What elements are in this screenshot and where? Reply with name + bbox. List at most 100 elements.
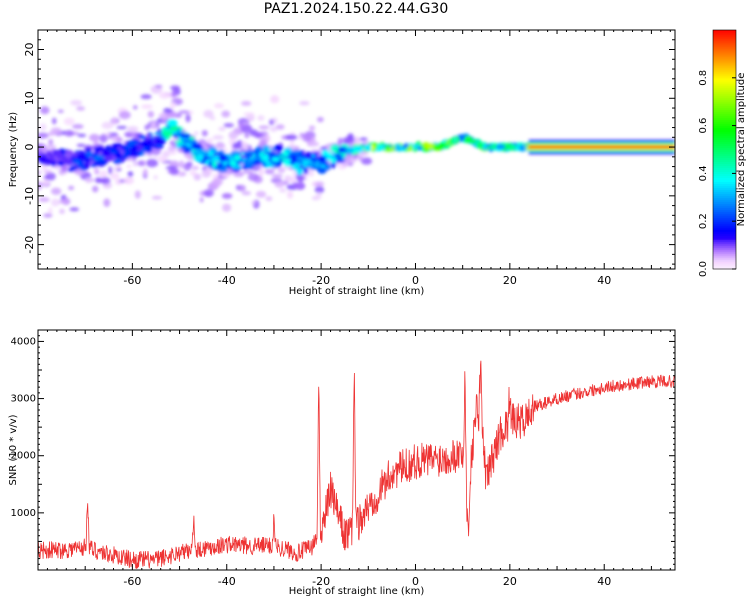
heatmap-cell	[265, 196, 273, 202]
colorbar-segment	[713, 71, 736, 75]
heatmap-cell	[207, 150, 214, 157]
colorbar-frame	[712, 29, 737, 270]
heatmap-cell	[180, 133, 191, 139]
heatmap-cell	[141, 104, 153, 109]
heatmap-cell	[190, 151, 197, 156]
heatmap-cell	[240, 101, 252, 106]
colorbar-segment	[713, 259, 736, 262]
colorbar-segment	[713, 145, 736, 149]
heatmap-cell	[181, 139, 192, 144]
colorbar-segment	[713, 235, 736, 238]
heatmap-cell	[71, 124, 84, 129]
colorbar-segment	[713, 73, 736, 77]
heatmap-cell	[308, 125, 316, 131]
colorbar-segment	[713, 113, 736, 117]
heatmap-cell	[194, 131, 199, 135]
heatmap-cell	[237, 184, 246, 192]
heatmap-cell	[157, 128, 162, 133]
colorbar-segment	[713, 217, 736, 220]
heatmap-cell	[170, 85, 181, 91]
heatmap-cell	[48, 207, 53, 215]
heatmap-cell	[50, 198, 60, 207]
heatmap-cell	[213, 177, 224, 186]
colorbar	[712, 29, 737, 270]
heatmap-cell	[167, 169, 179, 174]
heatmap-cell	[132, 105, 138, 110]
heatmap-cell	[201, 129, 208, 137]
heatmap-cell	[123, 176, 134, 185]
colorbar-label: Normalized spectral amplitude	[736, 73, 747, 227]
colorbar-segment	[713, 165, 736, 169]
colorbar-segment	[713, 69, 736, 73]
heatmap-cell	[358, 155, 363, 162]
heatmap-cell	[303, 167, 308, 175]
heatmap-cell	[59, 208, 65, 215]
heatmap-cell	[345, 136, 355, 145]
heatmap-cell	[241, 190, 252, 196]
y-tick-label: 1000	[11, 508, 36, 519]
heatmap-cell	[112, 116, 117, 125]
heatmap-cell	[110, 149, 118, 155]
heatmap-cell	[282, 151, 289, 157]
colorbar-segment	[713, 131, 736, 135]
colorbar-tick-label: 0.4	[698, 165, 709, 181]
colorbar-segment	[713, 215, 736, 218]
heatmap-cell	[251, 200, 257, 205]
heatmap-cell	[118, 110, 131, 120]
heatmap-cell	[116, 167, 122, 172]
heatmap-cell	[274, 181, 285, 188]
heatmap-cell	[146, 145, 152, 154]
colorbar-segment	[713, 95, 736, 99]
colorbar-segment	[713, 253, 736, 256]
heatmap-cell	[244, 132, 250, 139]
colorbar-segment	[713, 99, 736, 103]
heatmap-cell	[272, 161, 279, 167]
heatmap-cell	[316, 116, 324, 123]
heatmap-cell	[77, 133, 87, 138]
heatmap-cell	[50, 187, 62, 195]
heatmap-cell	[293, 182, 306, 190]
heatmap-cell	[416, 146, 423, 151]
heatmap-cell	[395, 143, 401, 152]
colorbar-segment	[713, 201, 736, 204]
heatmap-cell	[179, 160, 185, 169]
colorbar-segment	[713, 109, 736, 113]
colorbar-segment	[713, 239, 736, 242]
heatmap-cell	[178, 110, 190, 114]
colorbar-segment	[713, 199, 736, 202]
heatmap-cell	[344, 149, 353, 155]
heatmap-cell	[321, 149, 330, 157]
heatmap-cell	[162, 150, 170, 158]
heatmap-cell	[277, 167, 286, 174]
x-tick-label: 0	[412, 575, 419, 588]
heatmap-cell	[140, 94, 152, 100]
heatmap-cell	[144, 124, 150, 131]
colorbar-segment	[713, 191, 736, 194]
heatmap-cell	[164, 92, 173, 96]
heatmap-cell	[242, 170, 253, 174]
heatmap-cell	[154, 131, 162, 135]
heatmap-cell	[311, 153, 316, 158]
heatmap-cell	[193, 156, 204, 162]
heatmap-cell	[88, 133, 100, 142]
heatmap-cell	[103, 198, 111, 208]
heatmap-cell	[95, 177, 102, 184]
colorbar-segment	[713, 91, 736, 95]
heatmap-cell	[183, 162, 192, 171]
heatmap-cell	[233, 155, 242, 161]
heatmap-cell	[113, 159, 122, 165]
colorbar-segment	[713, 207, 736, 210]
heatmap-cell	[153, 175, 158, 180]
heatmap-cell	[64, 152, 72, 159]
colorbar-segment	[713, 261, 736, 264]
heatmap-cell	[233, 171, 245, 178]
heatmap-cell	[334, 154, 343, 159]
y-tick-label: 0	[23, 144, 36, 151]
colorbar-segment	[713, 241, 736, 244]
y-axis-label: SNR (10 * v/v)	[8, 414, 19, 485]
colorbar-segment	[713, 75, 736, 79]
colorbar-segment	[713, 171, 736, 174]
colorbar-segment	[713, 219, 736, 222]
plot-frame	[37, 329, 676, 571]
heatmap-cell	[314, 160, 321, 169]
